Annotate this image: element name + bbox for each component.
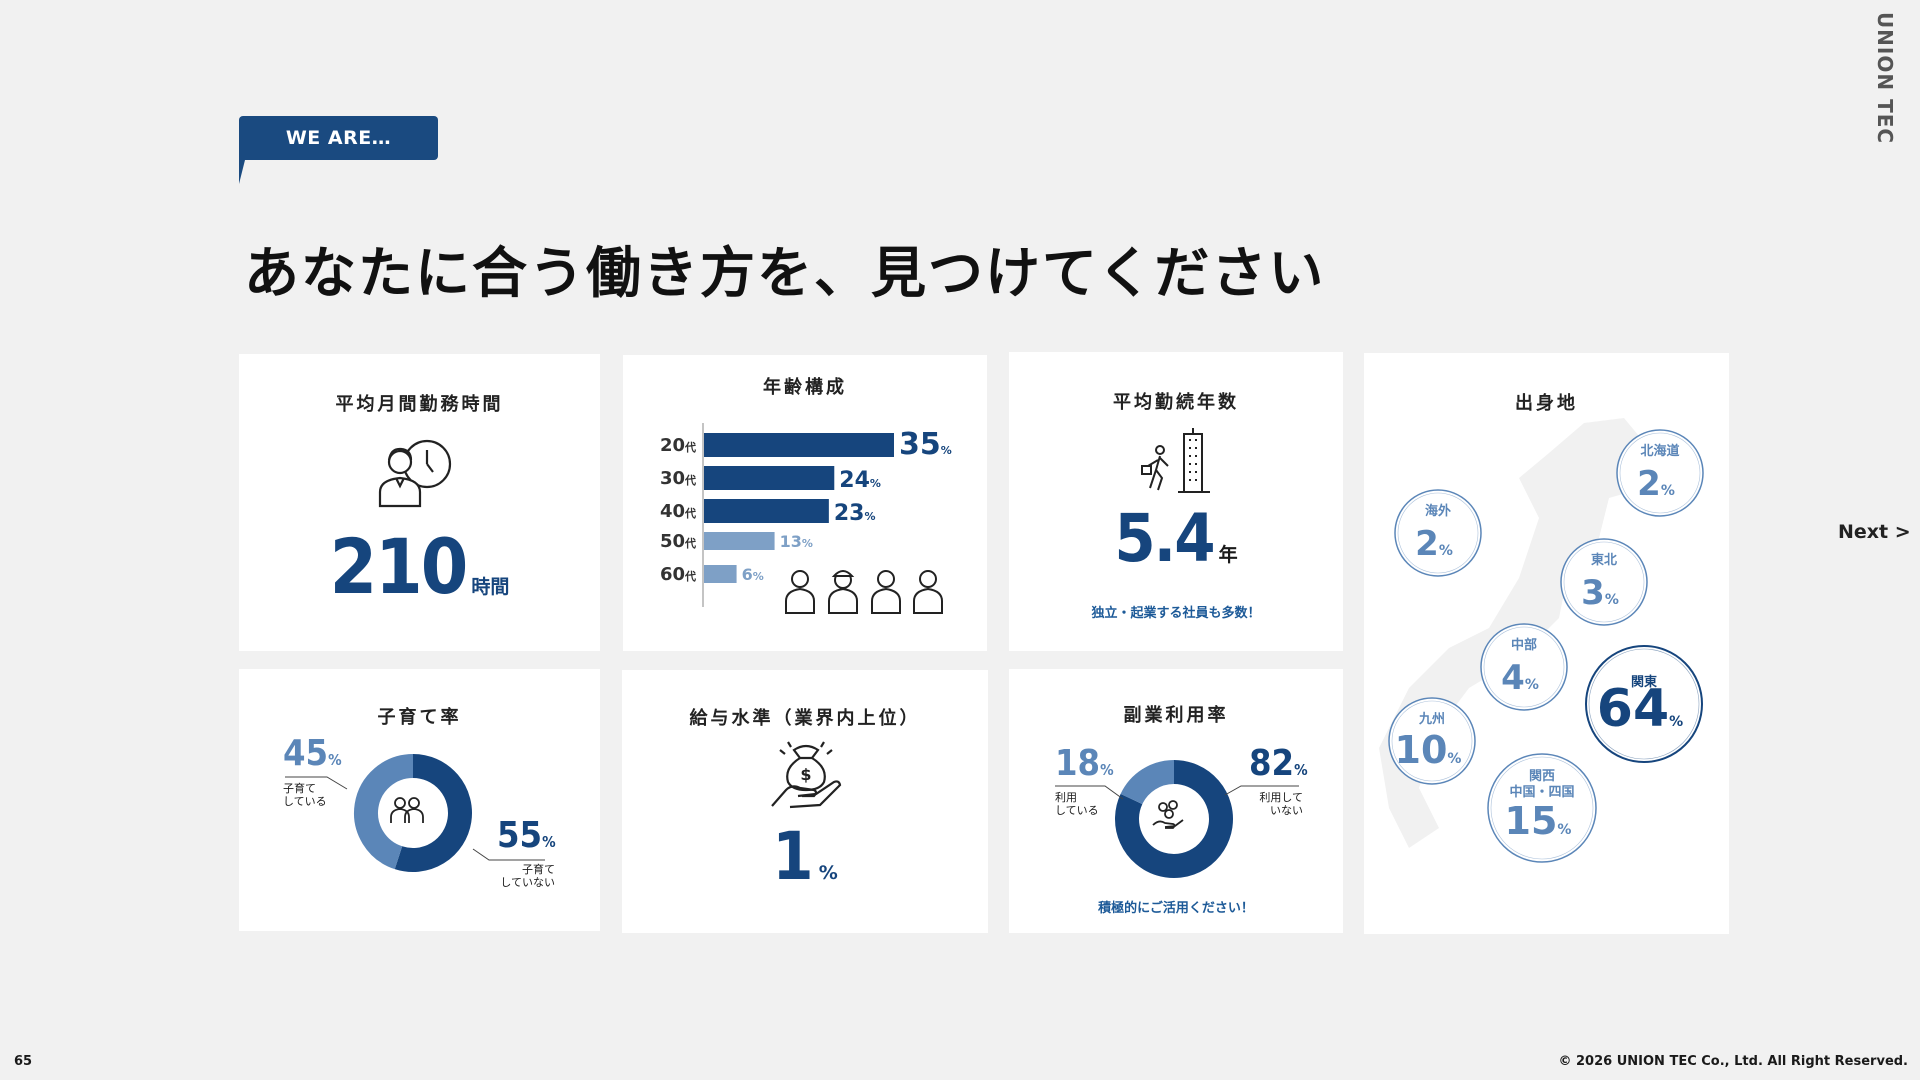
work-hours-value: 210 [329, 522, 469, 611]
coins-hand-icon [1152, 800, 1184, 829]
parenting-donut-chart [285, 754, 545, 872]
card-tenure: 平均勤続年数 5.4 年 独立・起業する社員も多数！ [1009, 352, 1343, 651]
side-job-not-using-value: 82% [1249, 743, 1308, 784]
age-tick-label: 50代 [660, 531, 696, 552]
age-data-label: 35% [899, 427, 952, 462]
copyright: © 2026 UNION TEC Co., Ltd. All Right Res… [1558, 1054, 1908, 1069]
age-bar [704, 466, 835, 490]
card-hometown: 出身地 北海道 2% 海外 2% 東北 3% 中部 4% 関東 64% 九州 10% 関西 中国・四国 15… [1364, 353, 1729, 934]
region-name: 関東 [1631, 674, 1657, 690]
worker-clock-icon [378, 439, 452, 508]
region-name: 中国・四国 [1509, 784, 1574, 800]
age-title: 年齢構成 [763, 377, 847, 398]
donut-slice [1115, 760, 1233, 878]
side-job-note: 積極的にご活用ください！ [1098, 901, 1254, 916]
age-bar [704, 499, 829, 523]
tenure-value-row: 5.4 年 [1009, 500, 1343, 577]
work-hours-value-row: 210 時間 [239, 522, 600, 611]
age-data-label: 13% [780, 532, 813, 551]
salary-value: 1 [772, 818, 814, 895]
region-bubble: 東北3% [1560, 538, 1648, 626]
work-hours-title: 平均月間勤務時間 [335, 394, 504, 415]
card-salary: 給与水準（業界内上位） $ 1 % [622, 670, 988, 933]
card-side-job: 副業利用率 18% 利用 している 82% 利用して いない 積極的にご活用くだ… [1009, 669, 1343, 933]
family-icon [390, 797, 424, 823]
donut-hole [1139, 784, 1209, 854]
next-button[interactable]: Next > [1838, 521, 1911, 543]
page-headline: あなたに合う働き方を、見つけてください [244, 241, 1326, 305]
parenting-not-raising-label: 子育て していない [500, 863, 555, 889]
parenting-not-raising-value: 55% [497, 815, 556, 856]
donut-hole [378, 778, 448, 848]
parenting-raising-label: 子育て している [283, 782, 327, 808]
region-name: 海外 [1425, 503, 1451, 519]
parenting-raising-leader [285, 776, 348, 790]
age-bar [704, 433, 894, 457]
side-job-not-using-leader [1224, 785, 1299, 796]
side-job-title: 副業利用率 [1123, 705, 1229, 726]
age-data-label: 6% [742, 565, 764, 584]
side-job-using-leader [1055, 785, 1124, 800]
age-bar [704, 532, 775, 550]
tenure-unit: 年 [1218, 544, 1238, 566]
card-age: 年齢構成 20代 35% 30代 24% 40代 23% 50代 13% 60代 6% [623, 355, 987, 651]
donut-slice [394, 754, 472, 872]
age-tick-label: 40代 [660, 501, 696, 522]
region-name: 東北 [1591, 552, 1617, 568]
donut-slice [354, 754, 414, 870]
age-bar-chart: 20代 35% 30代 24% 40代 23% 50代 13% 60代 6% [660, 423, 952, 607]
hometown-title: 出身地 [1515, 393, 1578, 414]
svg-text:$: $ [800, 765, 811, 784]
tenure-value: 5.4 [1114, 500, 1215, 577]
chevron-right-icon: > [1894, 521, 1911, 543]
page-number: 65 [14, 1054, 33, 1069]
side-job-using-label: 利用 している [1055, 791, 1099, 817]
region-value: 2% [1415, 524, 1453, 564]
age-data-label: 24% [839, 468, 881, 493]
age-tick-label: 20代 [660, 435, 696, 456]
card-work-hours: 平均月間勤務時間 210 時間 [239, 354, 600, 651]
region-name: 九州 [1418, 712, 1445, 727]
tenure-note: 独立・起業する社員も多数！ [1091, 606, 1261, 621]
card-parenting: 子育て率 45% 子育て している 55% 子育て していない [239, 669, 600, 931]
brand-logo: UNION TEC [1873, 11, 1898, 145]
region-value: 64% [1597, 679, 1683, 739]
side-job-donut-chart [1055, 760, 1299, 878]
age-tick-label: 60代 [660, 564, 696, 585]
tag-tail-decoration [239, 156, 249, 184]
salary-title: 給与水準（業界内上位） [689, 708, 921, 729]
age-tick-label: 30代 [660, 468, 696, 489]
region-bubble: 中部4% [1480, 623, 1568, 711]
region-name: 中部 [1511, 637, 1537, 653]
parenting-title: 子育て率 [377, 707, 462, 728]
age-bar [704, 565, 737, 583]
age-data-label: 23% [834, 501, 876, 526]
commuter-building-icon [1141, 428, 1210, 493]
parenting-raising-value: 45% [283, 733, 342, 774]
we-are-tag: WE ARE… [239, 116, 438, 160]
region-name: 北海道 [1640, 443, 1679, 459]
work-hours-unit: 時間 [471, 576, 510, 598]
parenting-not-raising-leader [472, 848, 545, 861]
money-bag-hand-icon: $ [771, 741, 842, 809]
staff-group-icon [785, 570, 943, 614]
side-job-using-value: 18% [1055, 743, 1114, 784]
region-bubble: 海外 2% [1394, 489, 1482, 577]
side-job-not-using-label: 利用して いない [1259, 791, 1303, 817]
salary-value-row: 1 % [622, 818, 988, 895]
donut-slice [1120, 760, 1175, 805]
salary-unit: % [818, 862, 838, 884]
region-name: 関西 [1529, 769, 1555, 784]
tenure-title: 平均勤続年数 [1113, 392, 1239, 413]
